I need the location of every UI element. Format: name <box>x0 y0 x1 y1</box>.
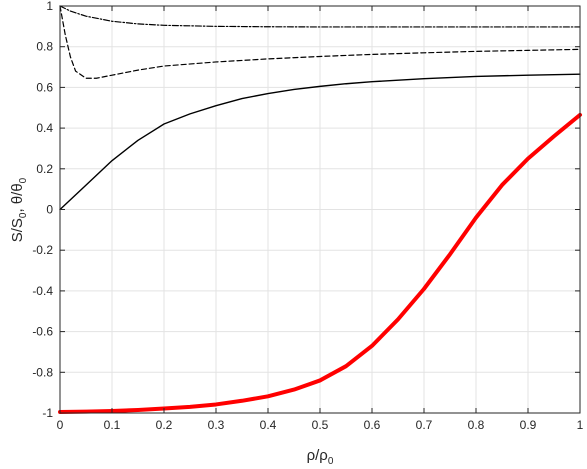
y-tick-label: 0.2 <box>36 162 53 176</box>
y-tick-label: -0.2 <box>32 243 53 257</box>
y-axis-label: S/S0, θ/θ0 <box>9 177 29 242</box>
y-tick-label: -0.4 <box>32 284 53 298</box>
x-tick-label: 0.1 <box>104 418 121 432</box>
series-layer <box>58 5 582 414</box>
y-tick-label: 0.6 <box>36 80 53 94</box>
x-tick-label: 0.9 <box>520 418 537 432</box>
y-tick-label: 0.4 <box>36 121 53 135</box>
x-tick-label: 0.3 <box>208 418 225 432</box>
series-line-2 <box>59 5 581 79</box>
x-tick-label: 0.5 <box>312 418 329 432</box>
tick-labels: 0 0.1 0.2 0.3 0.4 0.5 0.6 0.7 0.8 0.9 1 -1 -0.8 -0.6 -… <box>32 0 583 432</box>
series-line-1 <box>59 5 581 28</box>
y-tick-label: -1 <box>42 406 53 420</box>
series-line-3 <box>59 73 581 211</box>
y-tick-label: 1 <box>46 0 53 13</box>
x-tick-label: 0.8 <box>468 418 485 432</box>
series-line-4 <box>58 112 582 414</box>
x-axis-label: ρ/ρ0 <box>307 447 334 467</box>
y-tick-label: 0.8 <box>36 40 53 54</box>
x-tick-label: 0.6 <box>364 418 381 432</box>
x-tick-label: 0 <box>57 418 64 432</box>
y-tick-label: -0.6 <box>32 325 53 339</box>
ticks <box>59 5 581 414</box>
x-tick-label: 1 <box>577 418 584 432</box>
x-tick-label: 0.4 <box>260 418 277 432</box>
x-tick-label: 0.7 <box>416 418 433 432</box>
y-tick-label: -0.8 <box>32 365 53 379</box>
y-tick-label: 0 <box>46 203 53 217</box>
x-tick-label: 0.2 <box>156 418 173 432</box>
